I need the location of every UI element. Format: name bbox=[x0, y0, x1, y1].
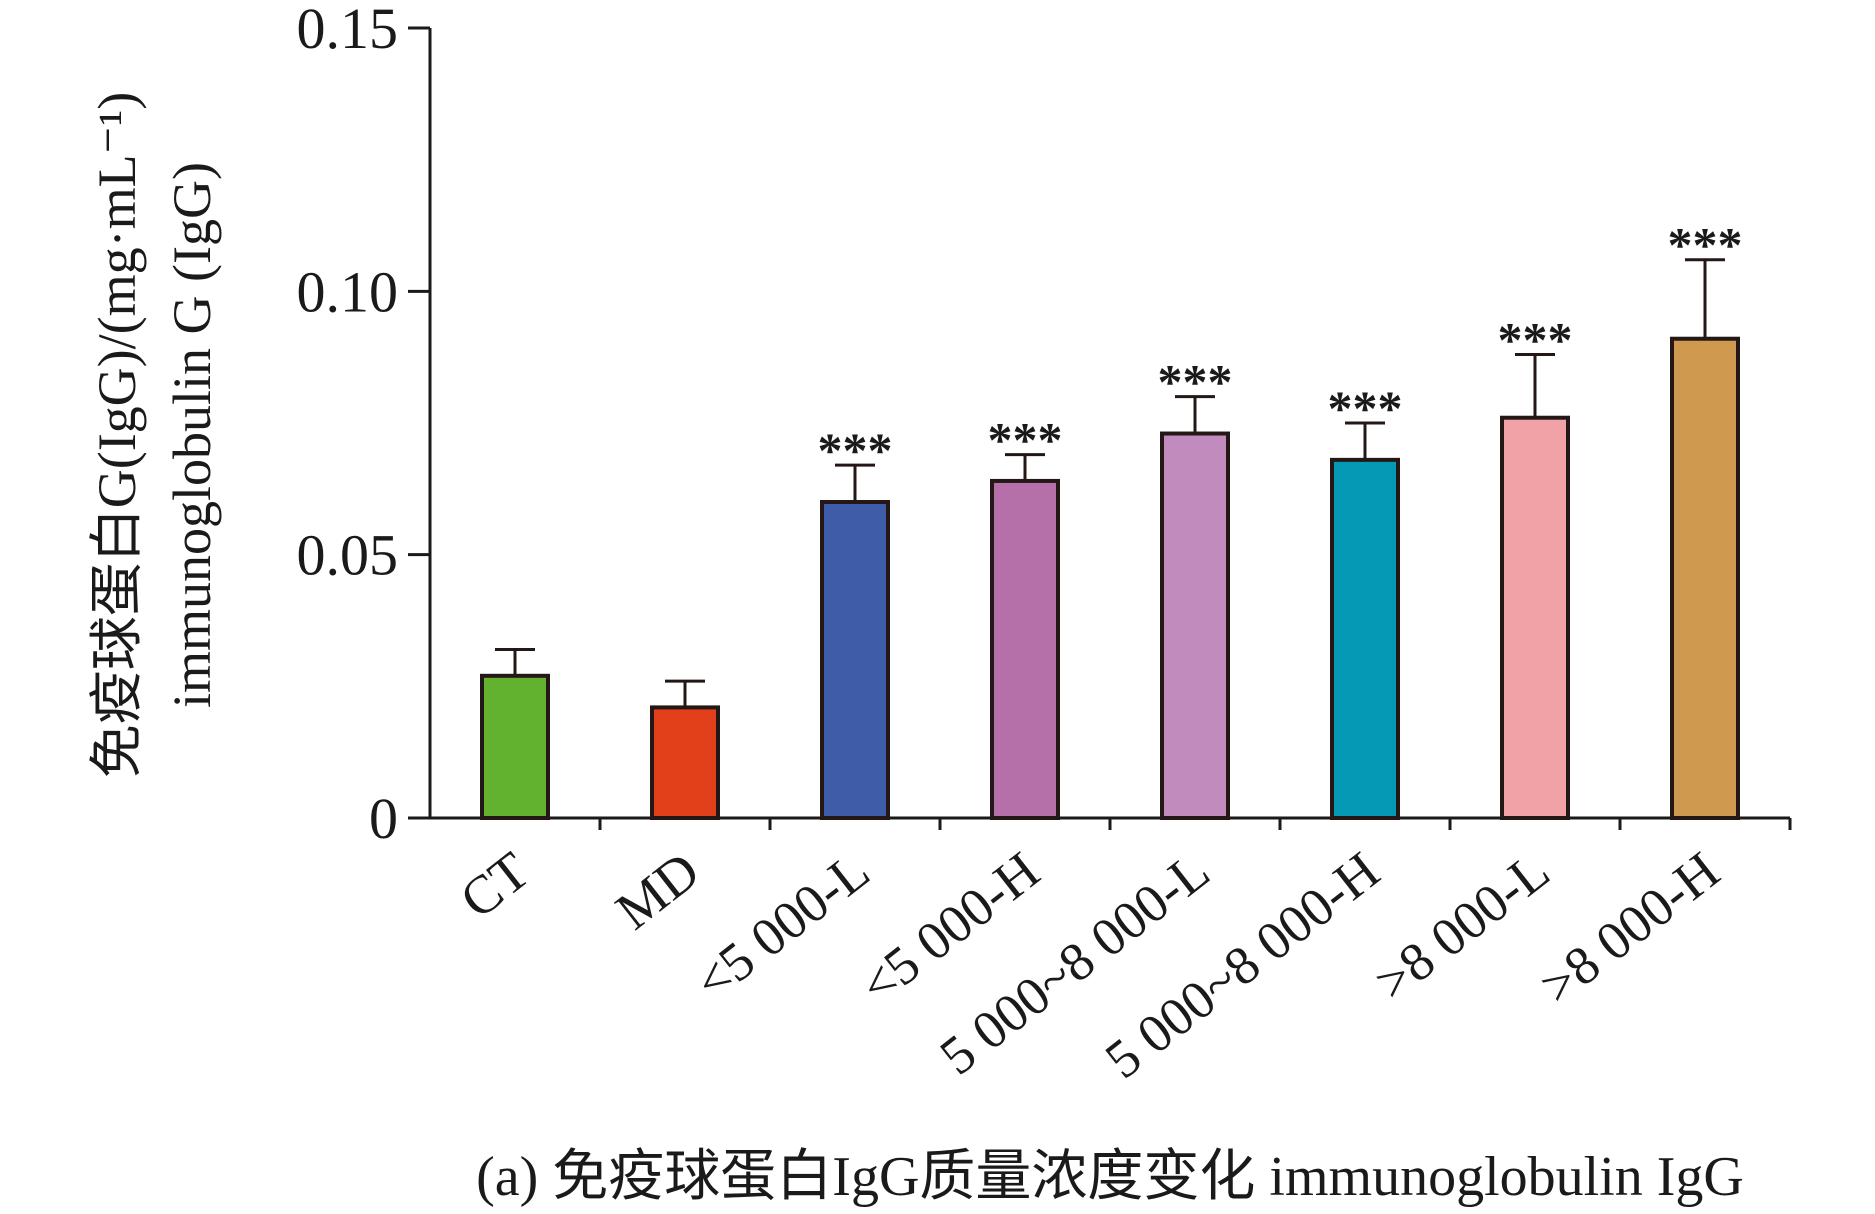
y-axis-label: 免疫球蛋白G(IgG)/(mg·mL⁻¹) immunoglobulin G (… bbox=[87, 92, 222, 779]
bar bbox=[1670, 336, 1740, 820]
bar bbox=[990, 478, 1060, 820]
bar bbox=[1330, 457, 1400, 820]
x-tick-labels: CT MD<5 000-L<5 000-H5 000~8 000-L5 000~8… bbox=[449, 840, 1730, 1090]
significance-label: *** bbox=[818, 422, 893, 478]
y-axis-label-chinese: 免疫球蛋白G(IgG)/(mg·mL⁻¹) bbox=[87, 92, 147, 779]
y-tick-label: 0.10 bbox=[297, 259, 399, 324]
axes bbox=[428, 28, 1792, 830]
y-tick-label: 0.05 bbox=[297, 523, 399, 588]
figure-caption: (a) 免疫球蛋白IgG质量浓度变化 immunoglobulin IgG bbox=[476, 1146, 1744, 1208]
x-tick-label: <5 000-L bbox=[684, 840, 881, 1012]
significance-label: *** bbox=[1328, 380, 1403, 436]
y-axis-label-english: immunoglobulin G (IgG) bbox=[162, 162, 222, 708]
x-tick-label: CT bbox=[449, 840, 540, 930]
significance-label: *** bbox=[1668, 217, 1743, 273]
bars: *** *** *** *** *** *** bbox=[480, 217, 1743, 821]
bar bbox=[1500, 415, 1570, 820]
bar bbox=[820, 500, 890, 820]
bar bbox=[1160, 431, 1230, 820]
bar bbox=[480, 673, 550, 820]
x-tick-label: MD bbox=[605, 840, 711, 941]
significance-label: *** bbox=[1498, 312, 1573, 368]
bar bbox=[650, 705, 720, 821]
significance-label: *** bbox=[1158, 354, 1233, 410]
y-tick-label: 0.15 bbox=[297, 0, 399, 61]
significance-label: *** bbox=[988, 412, 1063, 468]
y-ticks: 0 0.05 0.10 0.15 bbox=[297, 0, 430, 851]
x-tick-label: >8 000-H bbox=[1529, 840, 1731, 1016]
x-tick-label: >8 000-L bbox=[1364, 840, 1561, 1012]
y-tick-label: 0 bbox=[369, 786, 398, 851]
